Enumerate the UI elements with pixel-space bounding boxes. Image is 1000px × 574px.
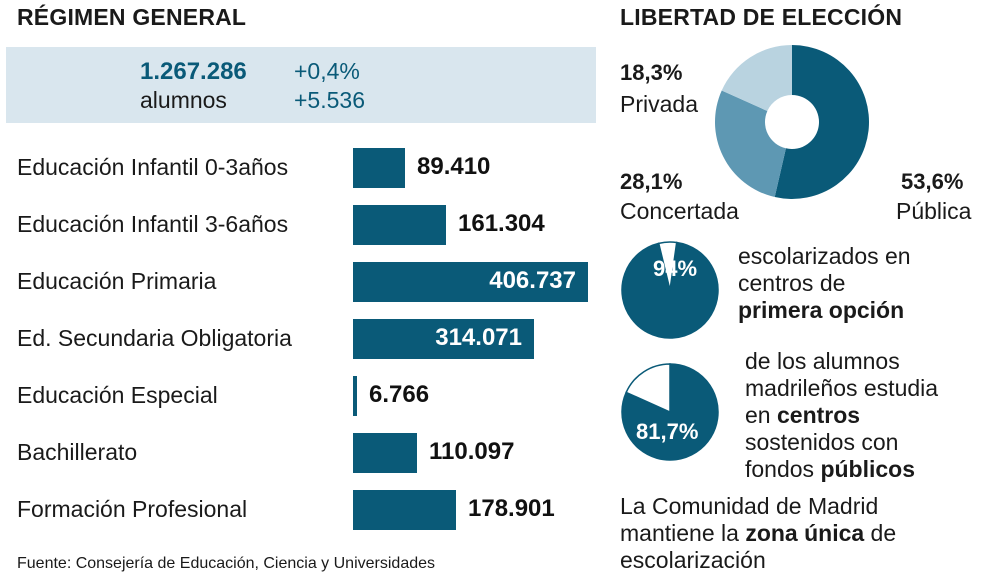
pie-first-choice-pct: 94%: [653, 256, 698, 281]
bar-category-label: Educación Especial: [17, 382, 218, 408]
bar: [353, 205, 446, 245]
bar-value-label: 161.304: [458, 210, 545, 237]
pie-slice-concertada: [715, 90, 786, 198]
footer-line3: escolarización: [620, 547, 766, 573]
footer-line1: La Comunidad de Madrid: [620, 493, 879, 519]
pie-slice-publica: [774, 45, 869, 199]
pie-public-funds-pct: 81,7%: [636, 419, 699, 444]
bar: [353, 490, 456, 530]
bar-category-label: Formación Profesional: [17, 496, 248, 522]
bar-chart: Educación Infantil 0-3años 89.410 Educació…: [17, 148, 588, 530]
bar-value-label: 406.737: [489, 267, 576, 294]
left-title: RÉGIMEN GENERAL: [17, 4, 247, 30]
bar-category-label: Educación Infantil 0-3años: [17, 154, 289, 180]
right-title: LIBERTAD DE ELECCIÓN: [620, 4, 903, 30]
summary-total: 1.267.286: [140, 58, 247, 85]
bar-category-label: Ed. Secundaria Obligatoria: [17, 325, 292, 351]
bar-value-label: 314.071: [435, 324, 522, 351]
pie-label-publica-pct: 53,6%: [901, 169, 964, 194]
summary-total-label: alumnos: [140, 87, 227, 113]
pie-label-privada-pct: 18,3%: [620, 60, 683, 85]
stat2-line3-bold: centros: [776, 402, 861, 428]
stat1-line1: escolarizados en: [738, 243, 911, 269]
stat2-line2: madrileños estudia: [745, 375, 939, 401]
stat1-line2: centros de: [738, 270, 846, 296]
bar-value-label: 89.410: [417, 153, 491, 180]
bar: [353, 433, 417, 473]
bar-value-label: 6.766: [369, 381, 430, 408]
pie-slice-other: [657, 241, 678, 291]
pie-chart-first-choice: [621, 241, 719, 339]
stat2-line5-bold: públicos: [820, 456, 916, 482]
summary-change-abs: +5.536: [294, 87, 365, 113]
pie-slice-privada: [721, 45, 792, 111]
footer-line2-bold: zona única: [745, 520, 865, 546]
pie-label-concertada: Concertada: [620, 198, 739, 224]
pie-chart-choice: [715, 45, 869, 199]
stat2-line4: sostenidos con: [745, 429, 899, 455]
bar-category-label: Bachillerato: [17, 439, 138, 465]
source-note: Fuente: Consejería de Educación, Ciencia…: [17, 555, 436, 572]
pie-slice-other: [625, 363, 671, 414]
pie-label-concertada-pct: 28,1%: [620, 169, 683, 194]
summary-change-pct: +0,4%: [294, 58, 360, 84]
footer-line2-post: de: [864, 520, 897, 546]
bar-category-label: Educación Primaria: [17, 268, 217, 294]
pie-chart-public-funds: [621, 363, 719, 461]
bar: [353, 319, 534, 359]
bar: [353, 148, 405, 188]
bar-value-label: 110.097: [429, 438, 515, 465]
stat2-line1: de los alumnos: [745, 348, 900, 374]
stat2-line3-pre: en: [745, 402, 777, 428]
stat2-text: de los alumnos madrileños estudia en cen…: [745, 348, 938, 483]
bar-category-label: Educación Infantil 3-6años: [17, 211, 289, 237]
summary-box: [6, 47, 596, 123]
pie-slice-first-choice: [621, 241, 719, 339]
stat1-text: escolarizados en centros de primera opci…: [738, 243, 911, 324]
stat1-line3-bold: primera opción: [738, 297, 905, 323]
bar: [353, 262, 588, 302]
bar-value-label: 178.901: [468, 495, 555, 522]
footer-line2-pre: mantiene la: [620, 520, 746, 546]
footer-text: La Comunidad de Madrid mantiene la zona …: [620, 493, 896, 574]
pie-label-publica: Pública: [896, 198, 972, 224]
pie-label-privada: Privada: [620, 91, 698, 117]
bar: [353, 376, 357, 416]
stat2-line5-pre: fondos: [745, 456, 821, 482]
